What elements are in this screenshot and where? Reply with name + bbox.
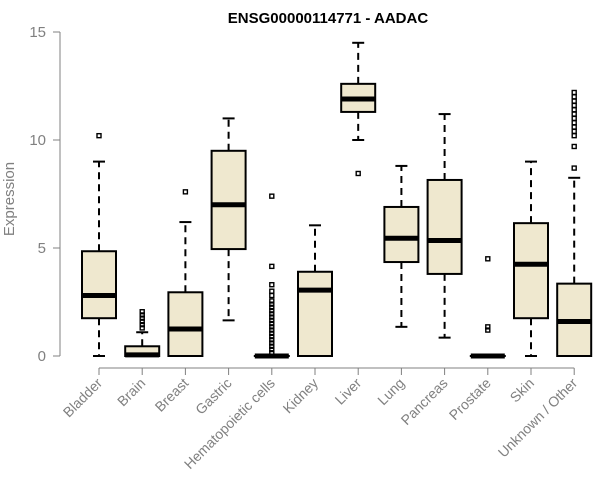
box-breast (167, 189, 204, 357)
outlier-point (571, 132, 577, 139)
outlier-point (571, 128, 577, 135)
outlier-point (571, 98, 577, 104)
outlier-point (269, 304, 275, 311)
box-bladder (81, 132, 117, 357)
box-gastric (210, 117, 247, 322)
outlier-point (571, 102, 577, 109)
iqr-box (81, 250, 117, 320)
outlier-point (571, 120, 577, 126)
outlier-point (269, 350, 275, 356)
outlier-point (269, 327, 275, 333)
outlier-point (96, 132, 102, 139)
outlier-point (269, 330, 275, 337)
x-tick-label: Liver (332, 375, 365, 408)
box-lung (383, 164, 420, 328)
box-brain (124, 309, 161, 358)
x-tick-label: Kidney (280, 375, 322, 417)
outlier-point (571, 107, 577, 113)
outlier-point (269, 337, 275, 343)
outlier-point (139, 318, 145, 325)
y-tick-label: 0 (38, 348, 46, 365)
outlier-point (139, 325, 145, 331)
iqr-box (210, 149, 247, 251)
outlier-point (269, 301, 275, 307)
x-tick-label: Breast (152, 375, 192, 415)
box-unknown-other (556, 89, 593, 358)
x-tick-label: Skin (507, 375, 538, 406)
y-axis-label: Expression (1, 162, 18, 236)
iqr-box (383, 205, 420, 264)
outlier-point (571, 124, 577, 130)
x-tick-label: Brain (114, 375, 148, 409)
outlier-point (269, 193, 275, 199)
x-tick-label: Pancreas (398, 375, 451, 428)
y-tick-label: 5 (38, 240, 46, 257)
box-kidney (297, 224, 333, 358)
outlier-point (269, 346, 275, 353)
y-axis: 0 5 10 15 (29, 24, 61, 365)
outlier-point (571, 94, 577, 100)
outlier-point (355, 170, 361, 177)
iqr-box (513, 222, 549, 320)
box-skin (513, 160, 549, 357)
outlier-point (269, 314, 275, 320)
x-tick-label: Prostate (446, 375, 494, 423)
outlier-point (269, 340, 275, 346)
outlier-point (571, 165, 577, 171)
plot-area (81, 41, 593, 359)
outlier-point (139, 312, 145, 318)
outlier-point (269, 324, 275, 330)
x-tick-label: Lung (374, 375, 407, 408)
box-prostate (469, 256, 506, 359)
outlier-point (269, 320, 275, 327)
outlier-point (485, 327, 491, 333)
iqr-box (167, 291, 204, 357)
y-tick-label: 15 (29, 24, 46, 41)
outlier-point (139, 321, 145, 328)
iqr-box (297, 270, 333, 358)
outlier-point (571, 111, 577, 117)
iqr-box (426, 178, 463, 275)
box-hematopoietic-cells (253, 193, 290, 359)
y-tick-label: 10 (29, 132, 46, 149)
outlier-point (269, 263, 275, 270)
x-tick-label: Unknown / Other (495, 375, 581, 461)
outlier-point (269, 343, 275, 349)
outlier-point (269, 292, 275, 299)
outlier-point (485, 256, 491, 262)
outlier-point (139, 315, 145, 321)
outlier-point (269, 317, 275, 324)
outlier-point (571, 115, 577, 122)
outlier-point (571, 143, 577, 150)
outlier-point (139, 309, 145, 315)
outlier-point (269, 311, 275, 317)
outlier-point (269, 282, 275, 288)
outlier-point (269, 298, 275, 304)
x-tick-label: Gastric (192, 375, 235, 418)
outlier-point (182, 189, 189, 195)
box-liver (340, 41, 377, 177)
outlier-point (571, 89, 577, 96)
outlier-point (269, 333, 275, 340)
outlier-point (269, 288, 275, 294)
box-pancreas (426, 113, 463, 339)
x-tick-label: Bladder (60, 375, 106, 421)
chart-title: ENSG00000114771 - AADAC (228, 10, 429, 27)
outlier-point (269, 307, 275, 314)
outlier-point (485, 324, 491, 330)
